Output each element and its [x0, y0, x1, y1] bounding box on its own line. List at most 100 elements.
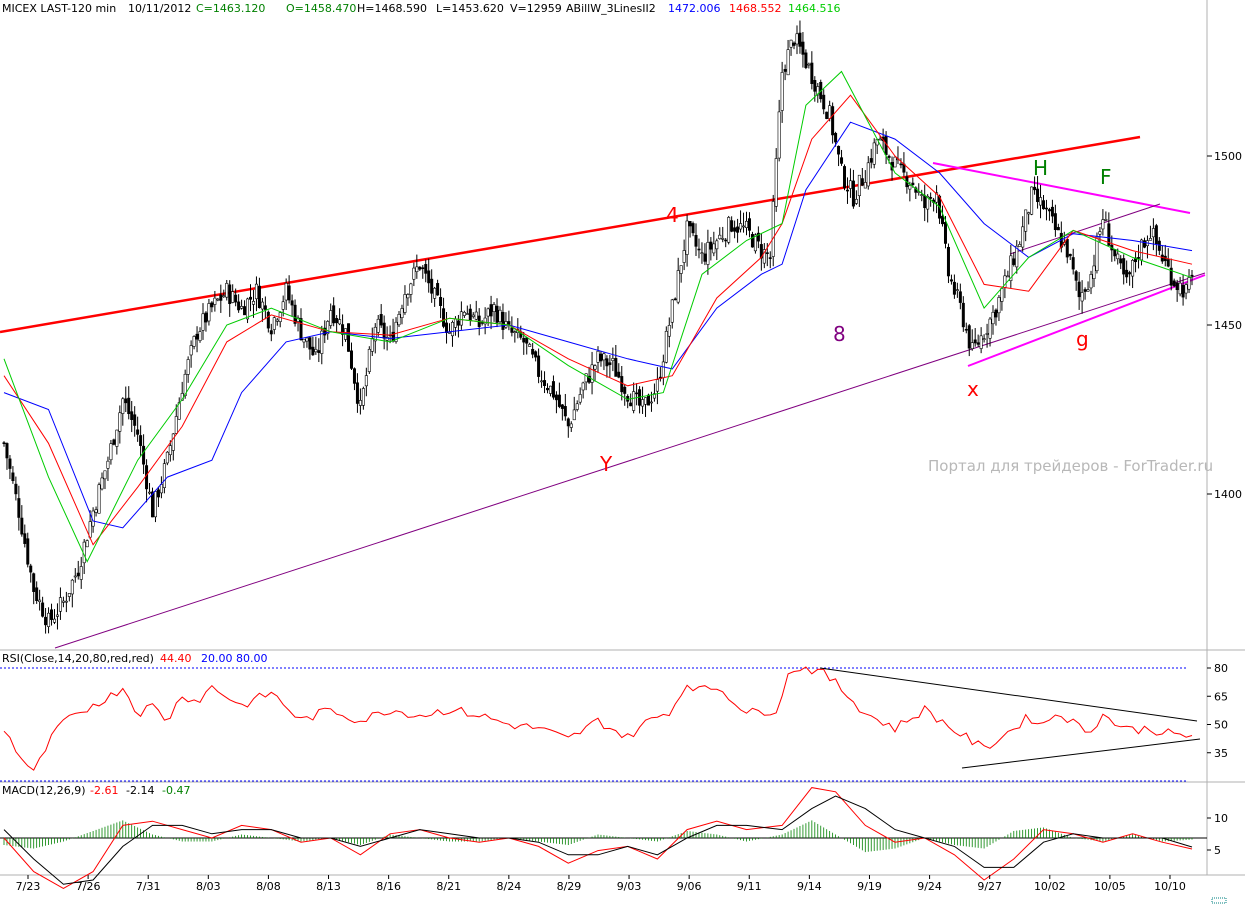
candle-body: [290, 300, 294, 306]
trendline-magenta-lower: [967, 274, 1206, 367]
open-value: O=1458.470: [286, 2, 356, 15]
candle-body: [961, 302, 965, 328]
candle-body: [941, 215, 945, 225]
candle-body: [1107, 223, 1111, 246]
scroll-marker[interactable]: [1211, 897, 1227, 904]
candle-body: [522, 338, 526, 343]
candle-body: [652, 393, 656, 399]
candle-body: [153, 491, 157, 518]
candle-body: [943, 222, 947, 244]
candle-body: [364, 375, 368, 387]
candle-body: [572, 409, 576, 421]
candle-body: [474, 311, 478, 320]
trendline-purple-short: [1009, 203, 1161, 255]
candle-body: [1009, 255, 1013, 281]
candle-body: [1039, 197, 1043, 206]
candle-body: [418, 266, 422, 270]
watermark-text: Портал для трейдеров - ForTrader.ru: [928, 457, 1213, 475]
candle-body: [50, 609, 54, 620]
candle-body: [679, 265, 683, 274]
time-tick-label: 9/24: [917, 880, 942, 893]
candle-body: [430, 278, 434, 294]
time-tick-label: 8/16: [376, 880, 401, 893]
candle-body: [1015, 245, 1019, 268]
candle-body: [528, 344, 532, 347]
candle-body: [263, 305, 267, 310]
candle-body: [548, 385, 552, 394]
candle-body: [1095, 236, 1099, 272]
candle-body: [284, 282, 288, 301]
candle-body: [358, 400, 362, 406]
candle-body: [834, 133, 838, 143]
candle-body: [872, 142, 876, 165]
price-tick-label: 1400: [1214, 488, 1242, 501]
candle-body: [459, 311, 463, 326]
candle-body: [783, 69, 787, 72]
candle-body: [97, 484, 101, 514]
candle-body: [676, 270, 680, 303]
candle-body: [439, 296, 443, 306]
candle-body: [1175, 282, 1179, 291]
candle-body: [1068, 253, 1072, 257]
rsi-label: RSI(Close,14,20,80,red,red): [2, 652, 154, 665]
candle-body: [747, 218, 751, 231]
candle-body: [997, 297, 1001, 314]
candle-body: [759, 244, 763, 259]
candle-body: [400, 308, 404, 318]
candle-body: [379, 314, 383, 326]
rsi-high-level: 80.00: [236, 652, 268, 665]
candle-body: [254, 283, 258, 300]
candle-body: [385, 336, 389, 341]
candle-body: [744, 220, 748, 228]
candle-body: [845, 189, 849, 192]
candle-body: [136, 429, 140, 435]
candle-body: [1042, 200, 1046, 210]
rsi-tick-label: 80: [1214, 662, 1228, 675]
candle-body: [483, 317, 487, 325]
candle-body: [949, 279, 953, 282]
candle-body: [489, 304, 493, 317]
candle-body: [94, 509, 98, 513]
macd-value: -2.61: [90, 784, 118, 797]
time-tick-label: 9/03: [617, 880, 642, 893]
candle-body: [1030, 186, 1034, 215]
candle-body: [347, 323, 351, 352]
candle-body: [465, 313, 469, 315]
trendline-magenta-upper: [932, 162, 1191, 214]
time-tick-label: 8/08: [256, 880, 281, 893]
green-line-value: 1464.516: [788, 2, 841, 15]
candle-body: [929, 197, 933, 199]
macd-tick-label: 10: [1214, 812, 1228, 825]
candle-body: [1181, 284, 1185, 298]
candle-body: [1178, 282, 1182, 295]
candle-body: [1128, 272, 1132, 275]
candle-body: [608, 362, 612, 365]
candle-body: [198, 331, 202, 341]
candle-body: [462, 311, 466, 316]
candle-body: [412, 267, 416, 280]
price-tick-label: 1500: [1214, 150, 1242, 163]
candle-body: [780, 72, 784, 111]
candle-body: [61, 600, 65, 603]
candle-body: [317, 350, 321, 353]
candle-body: [1122, 258, 1126, 275]
time-tick-label: 7/31: [136, 880, 161, 893]
time-tick-label: 10/05: [1094, 880, 1126, 893]
candle-body: [753, 234, 757, 252]
candle-body: [1074, 271, 1078, 281]
candle-body: [376, 318, 380, 333]
candle-body: [142, 445, 146, 465]
candle-body: [174, 416, 178, 434]
candle-body: [540, 380, 544, 383]
candle-body: [964, 328, 968, 331]
candle-body: [646, 394, 650, 406]
candle-body: [287, 285, 291, 301]
candle-body: [1172, 280, 1176, 287]
candle-body: [445, 322, 449, 334]
candle-body: [786, 49, 790, 76]
candle-body: [159, 484, 163, 494]
time-tick-label: 9/14: [797, 880, 822, 893]
candle-body: [231, 291, 235, 303]
annotation-h: H: [1033, 156, 1048, 180]
candle-body: [1148, 238, 1152, 241]
